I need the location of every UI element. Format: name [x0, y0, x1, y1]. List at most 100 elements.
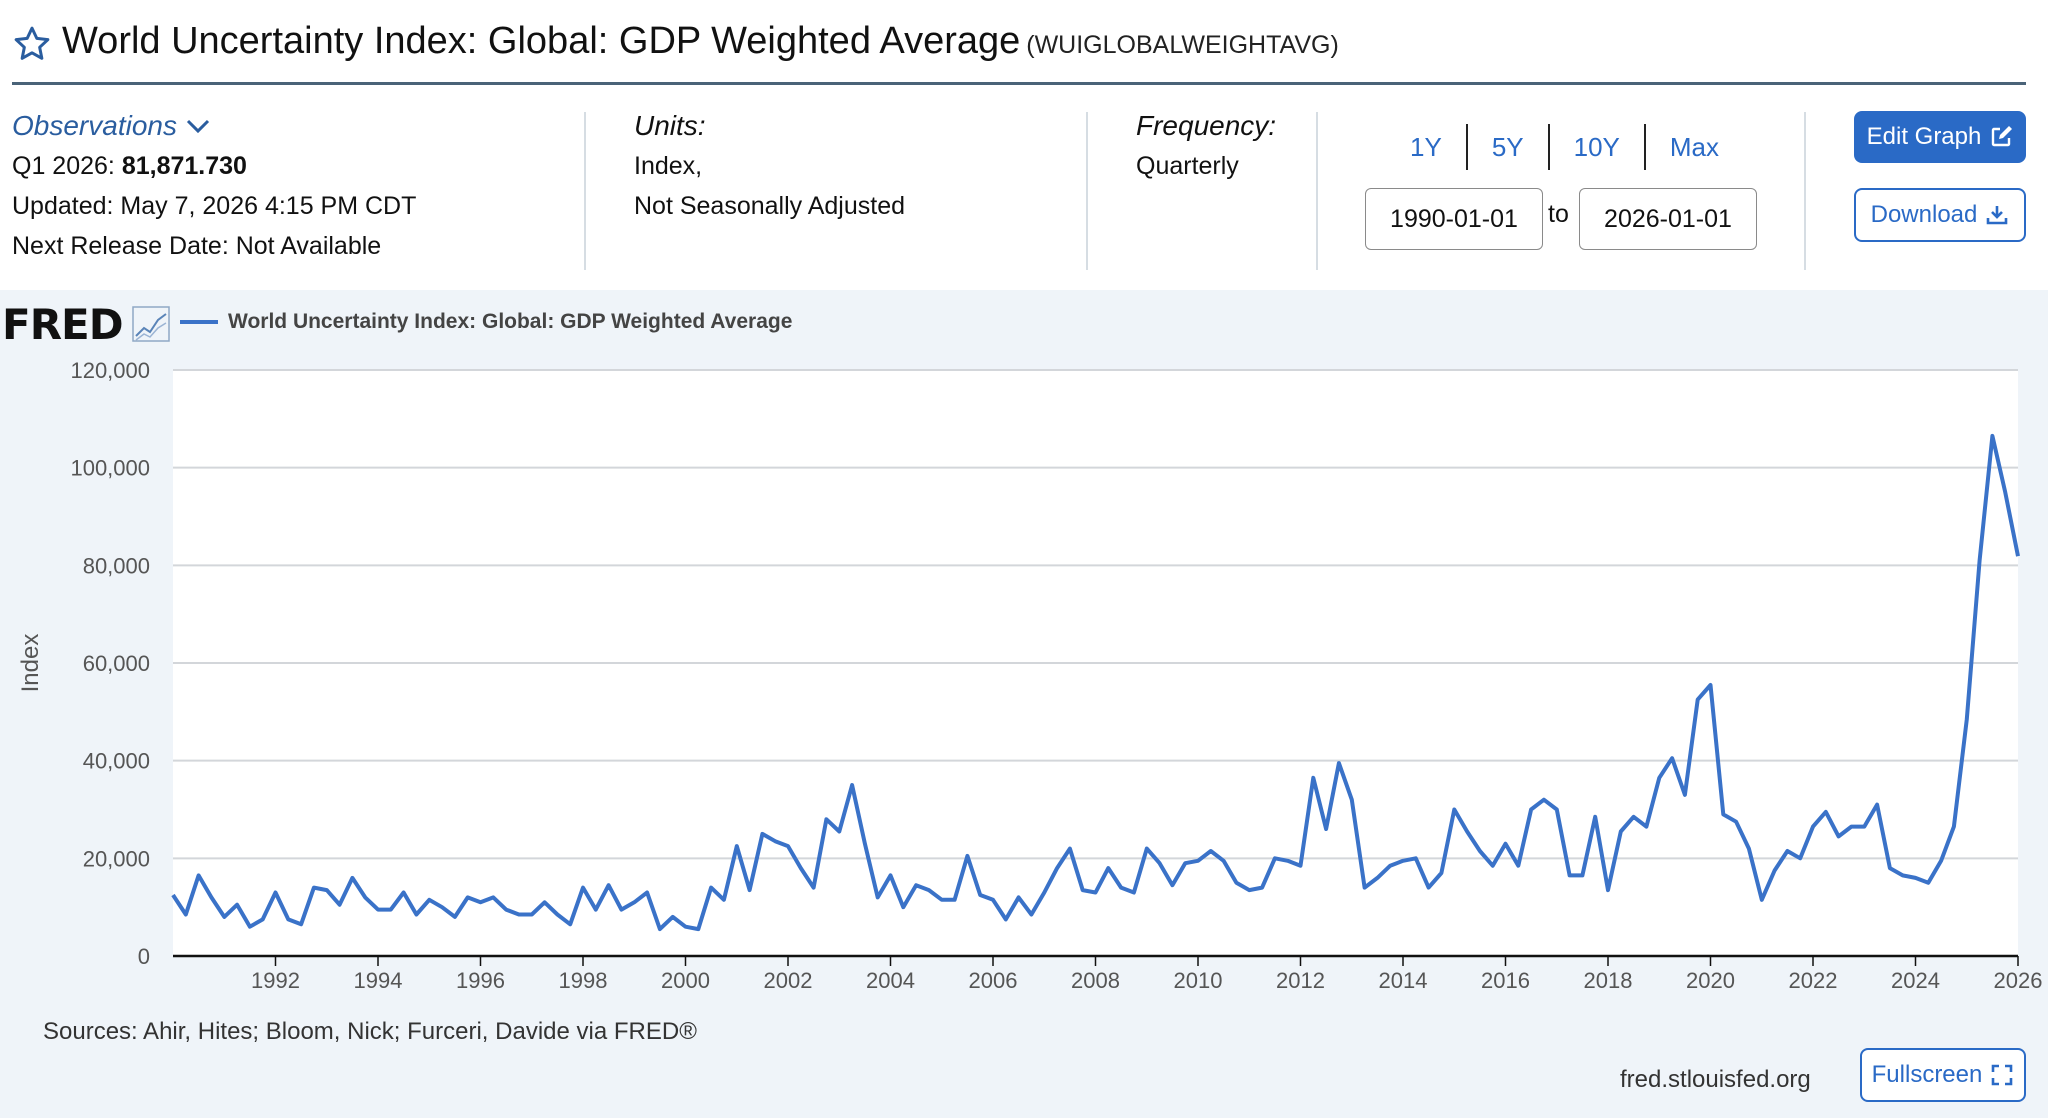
data-point[interactable]	[718, 894, 730, 906]
data-point[interactable]	[667, 911, 679, 923]
data-point[interactable]	[1999, 486, 2011, 498]
data-point[interactable]	[1435, 867, 1447, 879]
data-point[interactable]	[1461, 826, 1473, 838]
data-point[interactable]	[1102, 862, 1114, 874]
data-point[interactable]	[846, 779, 858, 791]
data-point[interactable]	[1064, 843, 1076, 855]
data-point[interactable]	[654, 923, 666, 935]
data-point[interactable]	[1179, 857, 1191, 869]
data-point[interactable]	[1320, 823, 1332, 835]
data-point[interactable]	[180, 909, 192, 921]
data-point[interactable]	[1884, 862, 1896, 874]
data-point[interactable]	[1769, 865, 1781, 877]
data-point[interactable]	[449, 911, 461, 923]
data-point[interactable]	[603, 879, 615, 891]
data-point[interactable]	[680, 921, 692, 933]
data-point[interactable]	[833, 826, 845, 838]
data-point[interactable]	[1397, 855, 1409, 867]
data-point[interactable]	[1218, 855, 1230, 867]
data-point[interactable]	[820, 813, 832, 825]
data-point[interactable]	[1564, 869, 1576, 881]
edit-graph-button[interactable]: Edit Graph	[1854, 111, 2026, 163]
data-point[interactable]	[1166, 879, 1178, 891]
data-point[interactable]	[1525, 804, 1537, 816]
data-point[interactable]	[1371, 872, 1383, 884]
data-point[interactable]	[872, 891, 884, 903]
data-point[interactable]	[308, 882, 320, 894]
data-point[interactable]	[1013, 891, 1025, 903]
data-point[interactable]	[1679, 789, 1691, 801]
data-point[interactable]	[1717, 808, 1729, 820]
data-point[interactable]	[1858, 821, 1870, 833]
data-point[interactable]	[1512, 860, 1524, 872]
data-point[interactable]	[193, 869, 205, 881]
data-point[interactable]	[1282, 855, 1294, 867]
data-point[interactable]	[1730, 816, 1742, 828]
range-5y-button[interactable]: 5Y	[1468, 124, 1550, 170]
data-point[interactable]	[1000, 913, 1012, 925]
data-point[interactable]	[487, 891, 499, 903]
data-point[interactable]	[1692, 694, 1704, 706]
data-point[interactable]	[923, 884, 935, 896]
data-point[interactable]	[218, 911, 230, 923]
data-point[interactable]	[1576, 869, 1588, 881]
data-point[interactable]	[1602, 884, 1614, 896]
data-point[interactable]	[1781, 845, 1793, 857]
observations-dropdown[interactable]: Observations	[12, 106, 416, 146]
data-point[interactable]	[1230, 877, 1242, 889]
data-point[interactable]	[1243, 884, 1255, 896]
start-date-input[interactable]: 1990-01-01	[1365, 188, 1543, 250]
data-point[interactable]	[475, 896, 487, 908]
data-point[interactable]	[1359, 882, 1371, 894]
data-point[interactable]	[1974, 555, 1986, 567]
data-point[interactable]	[744, 884, 756, 896]
data-point[interactable]	[436, 901, 448, 913]
data-point[interactable]	[167, 889, 179, 901]
data-point[interactable]	[1961, 713, 1973, 725]
download-button[interactable]: Download	[1854, 188, 2026, 242]
data-point[interactable]	[1820, 806, 1832, 818]
data-point[interactable]	[1423, 882, 1435, 894]
end-date-input[interactable]: 2026-01-01	[1579, 188, 1757, 250]
data-point[interactable]	[385, 904, 397, 916]
data-point[interactable]	[244, 921, 256, 933]
data-point[interactable]	[1794, 852, 1806, 864]
data-point[interactable]	[231, 899, 243, 911]
data-point[interactable]	[1628, 811, 1640, 823]
data-point[interactable]	[885, 869, 897, 881]
data-point[interactable]	[1653, 772, 1665, 784]
data-point[interactable]	[628, 896, 640, 908]
data-point[interactable]	[731, 840, 743, 852]
data-point[interactable]	[270, 887, 282, 899]
site-link[interactable]: fred.stlouisfed.org	[1620, 1066, 1811, 1093]
data-point[interactable]	[1256, 882, 1268, 894]
data-point[interactable]	[1346, 794, 1358, 806]
data-point[interactable]	[808, 882, 820, 894]
data-point[interactable]	[1845, 821, 1857, 833]
data-point[interactable]	[1025, 909, 1037, 921]
data-point[interactable]	[423, 894, 435, 906]
data-point[interactable]	[1756, 894, 1768, 906]
data-point[interactable]	[410, 909, 422, 921]
range-max-button[interactable]: Max	[1669, 132, 1720, 162]
data-point[interactable]	[795, 862, 807, 874]
data-point[interactable]	[1551, 804, 1563, 816]
data-point[interactable]	[564, 918, 576, 930]
data-point[interactable]	[1077, 884, 1089, 896]
data-point[interactable]	[1666, 752, 1678, 764]
data-point[interactable]	[974, 889, 986, 901]
data-point[interactable]	[1871, 799, 1883, 811]
data-point[interactable]	[551, 909, 563, 921]
data-point[interactable]	[1986, 430, 1998, 442]
data-point[interactable]	[1128, 887, 1140, 899]
data-point[interactable]	[1640, 821, 1652, 833]
data-point[interactable]	[641, 887, 653, 899]
data-point[interactable]	[1833, 830, 1845, 842]
data-point[interactable]	[577, 882, 589, 894]
data-point[interactable]	[539, 896, 551, 908]
fullscreen-button[interactable]: Fullscreen	[1860, 1048, 2026, 1102]
data-point[interactable]	[859, 838, 871, 850]
data-point[interactable]	[1410, 852, 1422, 864]
data-point[interactable]	[2012, 550, 2024, 562]
star-icon[interactable]	[12, 24, 52, 64]
